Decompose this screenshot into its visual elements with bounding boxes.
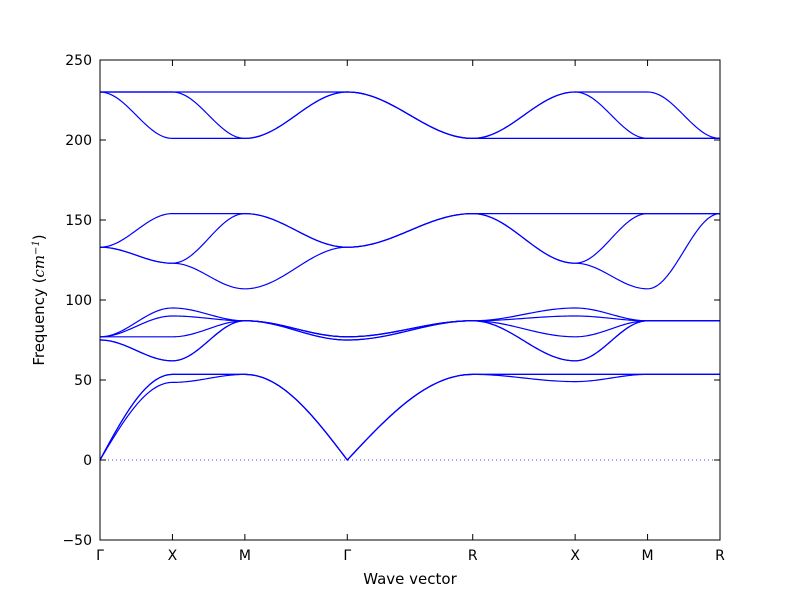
x-tick-label: M xyxy=(239,548,251,564)
y-tick-label: 250 xyxy=(65,53,92,69)
y-tick-label: −50 xyxy=(62,533,92,549)
plot-frame xyxy=(99,59,721,541)
band-line-10 xyxy=(99,212,720,264)
x-tick-label: R xyxy=(468,548,478,564)
y-tick-label: 200 xyxy=(65,133,92,149)
y-tick-label: 0 xyxy=(83,453,92,469)
x-tick-label: M xyxy=(642,548,654,564)
axes: −50 0 50 100 150 200 250 Γ X M Γ R X M R xyxy=(62,53,725,564)
y-tick-label: 100 xyxy=(65,293,92,309)
plot-area xyxy=(99,91,721,461)
x-tick-label: X xyxy=(570,548,580,564)
band-line-2 xyxy=(99,373,720,461)
band-line-4 xyxy=(99,320,720,362)
band-line-11 xyxy=(99,213,720,248)
band-line-14 xyxy=(100,91,720,140)
band-line-9 xyxy=(99,212,721,290)
band-line-5 xyxy=(99,320,720,362)
x-tick-label: Γ xyxy=(96,548,104,564)
x-tick-label: X xyxy=(168,548,178,564)
y-tick-label: 50 xyxy=(74,373,92,389)
y-tick-label: 150 xyxy=(65,213,92,229)
x-tick-label: R xyxy=(715,548,725,564)
x-axis-label: Wave vector xyxy=(363,570,457,588)
y-axis-label: Frequency (cm−1) xyxy=(30,234,48,365)
band-line-8 xyxy=(99,307,720,338)
band-line-1 xyxy=(99,373,720,461)
x-tick-label: Γ xyxy=(343,548,351,564)
band-line-3 xyxy=(99,373,720,461)
